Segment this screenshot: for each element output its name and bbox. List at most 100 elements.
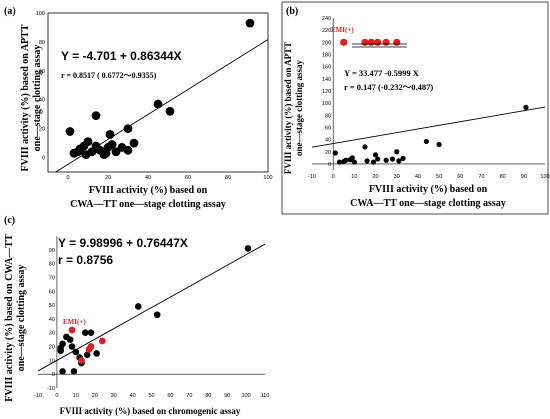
panel-c-xtick-label: 90 [224, 393, 230, 399]
panel-c-ytick-label: 90 [49, 248, 55, 254]
panel-b-point [370, 159, 377, 165]
panel-b-xlabel-line1: FVIII activity (%) based on [369, 184, 488, 195]
panel-b-point [336, 159, 343, 165]
panel-a-point [101, 148, 111, 158]
panel-c-emi-point [85, 345, 93, 353]
panel-a-point [91, 141, 101, 151]
panel-a-equation: Y = -4.701 + 0.86344X [61, 49, 182, 63]
panel-c-point [66, 336, 74, 343]
panel-a-point [129, 138, 139, 148]
panel-c-ytick-label: 40 [49, 317, 55, 323]
panel-b-ytick-label: 240 [322, 16, 331, 22]
panel-c-xtick-label: 50 [148, 393, 154, 399]
panel-b-xtick-label: 20 [372, 174, 378, 180]
panel-c-xtick-label: 100 [241, 393, 250, 399]
panel-a-ytick-label: 20 [39, 127, 45, 133]
panel-c-xtick-label: 60 [167, 393, 173, 399]
panel-b-emi-point [340, 38, 348, 46]
panel-b-ytick-label: 180 [322, 52, 331, 58]
panel-c-xtick-label: 0 [55, 393, 58, 399]
panel-c-axes [38, 236, 265, 388]
panel-a-xlabel-line1: FVIII activity (%) based on [89, 185, 208, 196]
panel-b-emi-point [374, 38, 382, 46]
panel-b-ytick-label: 120 [322, 89, 331, 95]
panel-c-equation: Y = 9.98996 + 0.76447X [58, 236, 188, 250]
panel-a-point [91, 111, 101, 121]
panel-c-xtick-label: 30 [111, 393, 117, 399]
panel-a-ylabel-line2: one—stage clotting assay [32, 45, 43, 152]
panel-a-ylabel-line1: FVIII activity (%) based on APTT [20, 24, 31, 171]
panel-c-xtick-label: 20 [92, 393, 98, 399]
panel-b-ytick-label: 60 [325, 125, 331, 131]
panel-a-ytick-label: 100 [36, 11, 45, 17]
panel-a-point [123, 124, 133, 134]
panel-a-xtick-label: 40 [145, 175, 151, 181]
panel-b-ylabel-line2: one—stage clotting assay [294, 60, 304, 156]
panel-b-xlabel-line2: CWA—TT one—stage clotting assay [350, 198, 506, 209]
panel-b-emi-point [393, 38, 401, 46]
panel-c-ytick-label: 70 [49, 275, 55, 281]
panel-b-ytick-label: 80 [325, 113, 331, 119]
panel-c-ytick-label: -10 [47, 386, 55, 392]
panel-c-point [87, 329, 95, 337]
panel-c-emi-label: EMI(+) [63, 318, 86, 326]
panel-b-xtick-label: 90 [521, 174, 527, 180]
panel-b-frame [281, 1, 549, 215]
panel-c-point [83, 351, 91, 359]
panel-c: (c) -10 0 10 20 30 40 50 60 70 80 90 100 110-1001020… [4, 215, 269, 416]
panel-b-point [362, 144, 368, 150]
panel-a-xtick-label: 100 [263, 175, 272, 181]
panel-c-ylabel-line1: FVIII activity (%) based on CWA—TT [4, 234, 15, 402]
panel-b-ytick-label: 100 [322, 101, 331, 107]
panel-b-ytick-label: 0 [328, 162, 331, 168]
panel-b-xtick-label: 30 [394, 174, 400, 180]
panel-a-point [105, 130, 115, 139]
panel-a-xtick-label: 60 [185, 175, 191, 181]
panel-c-emi-point [78, 356, 85, 364]
panel-b-point [396, 158, 402, 164]
panel-c-xtick-label: 70 [186, 393, 192, 399]
panel-c-ytick-label: 0 [52, 372, 55, 378]
panel-b-xtick-label: 50 [436, 174, 442, 180]
panel-b-ticks: -10 0 10 20 30 40 50 60 70 80 90 100 0 20 40 60 80 100 120… [308, 16, 550, 180]
panel-a-ytick-label: 80 [39, 40, 45, 46]
panel-b-xtick-label: 0 [332, 174, 335, 180]
panel-b-point [394, 149, 400, 155]
panel-c-xtick-label: 10 [73, 393, 79, 399]
panel-b-emi-points [340, 38, 401, 46]
panel-b-point [400, 155, 406, 162]
panel-b-point [423, 138, 429, 145]
panel-b-ylabel-line1: FVIII activity (%) based on APTT [283, 42, 293, 174]
panel-b-point [523, 104, 529, 110]
panel-a-ytick-label: 0 [42, 156, 45, 162]
panel-b-emi-label: EMI(+) [331, 26, 354, 34]
panel-b-ytick-label: 140 [322, 77, 331, 83]
panel-b-emi-point [367, 38, 375, 46]
panel-a-ytick-label: 60 [39, 69, 45, 75]
panel-c-xtick-label: 110 [261, 393, 270, 399]
panel-b-point [349, 155, 355, 161]
panel-b-xtick-label: 60 [457, 174, 463, 180]
panel-a-point [65, 127, 75, 136]
panel-b-ytick-label: 40 [325, 138, 331, 144]
panel-a-point [153, 99, 163, 109]
panel-c-point [68, 343, 76, 350]
panel-c-ytick-label: 60 [49, 289, 55, 295]
panel-b-ytick-label: 20 [325, 150, 331, 156]
panel-a-point [107, 140, 117, 149]
panel-b-point [364, 158, 370, 164]
panel-c-xlabel: FVIII activity (%) based on chromogenic … [60, 406, 241, 416]
panel-a-ticks: 0 20 40 60 80 100 0 20 40 60 80 100 [36, 11, 273, 181]
panel-c-point [72, 348, 80, 356]
panel-c-ytick-label: 80 [49, 262, 55, 268]
panel-b-point [372, 152, 379, 158]
panel-b-point [375, 156, 381, 162]
panel-b-xtick-label: 80 [500, 174, 506, 180]
panel-b-label: (b) [286, 6, 298, 17]
panel-b-point [351, 159, 357, 165]
panel-c-point [57, 347, 64, 354]
panel-c-xtick-label: 80 [205, 393, 211, 399]
panel-b-point [383, 157, 389, 163]
panel-a-xtick-label: 80 [225, 175, 231, 181]
